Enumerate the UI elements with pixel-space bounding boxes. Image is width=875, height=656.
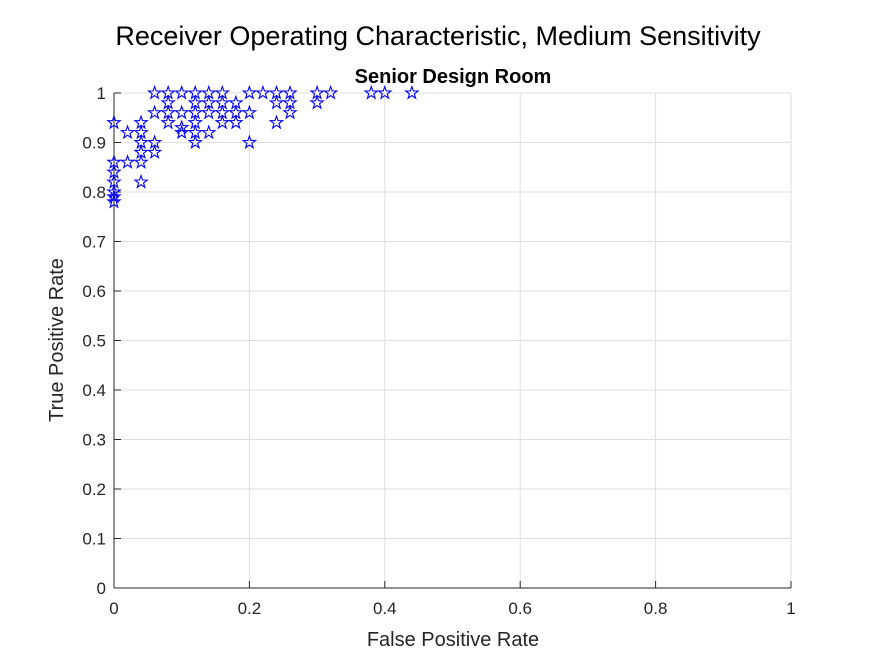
- data-point-marker: [146, 84, 163, 100]
- data-point-marker: [201, 124, 217, 140]
- data-point-marker: [404, 84, 420, 100]
- y-tick-label: 0.6: [82, 282, 106, 301]
- data-point-marker: [322, 84, 339, 100]
- x-tick-label: 0.8: [644, 599, 668, 618]
- y-tick-label: 0.4: [82, 381, 106, 400]
- y-tick-label: 0.8: [82, 183, 106, 202]
- figure-title: Receiver Operating Characteristic, Mediu…: [115, 21, 761, 51]
- data-point-marker: [268, 94, 285, 110]
- data-point-marker: [214, 114, 231, 130]
- x-tick-label: 0.2: [238, 599, 262, 618]
- x-axis-label: False Positive Rate: [367, 629, 539, 651]
- data-point-marker: [119, 124, 136, 140]
- data-point-marker: [106, 114, 122, 130]
- data-point-marker: [282, 104, 298, 120]
- x-tick-label: 0: [109, 599, 118, 618]
- data-point-marker: [228, 114, 244, 130]
- y-tick-label: 0.3: [82, 431, 106, 450]
- y-tick-label: 0.5: [82, 332, 106, 351]
- y-axis-label: True Positive Rate: [46, 258, 68, 422]
- data-point-marker: [241, 104, 258, 120]
- data-point-marker: [173, 84, 190, 100]
- y-tick-label: 0.2: [82, 480, 106, 499]
- y-tick-label: 0.7: [82, 233, 106, 252]
- data-point-marker: [201, 104, 217, 120]
- data-point-marker: [133, 173, 149, 189]
- plot-area: 0 0.2 0.4 0.6 0.8 1 0 0.1 0.2 0.3 0.4 0.5 0.6 0.7 0.8 0…: [82, 84, 795, 618]
- x-tick-label: 1: [786, 599, 795, 618]
- data-point-marker: [106, 188, 122, 204]
- data-point-marker: [146, 144, 163, 160]
- y-tick-label: 0: [97, 579, 106, 598]
- data-point-marker: [241, 134, 258, 150]
- data-point-marker: [268, 114, 285, 130]
- y-tick-label: 0.9: [82, 134, 106, 153]
- data-point-marker: [119, 154, 136, 169]
- data-point-marker: [363, 84, 380, 100]
- data-point-marker: [160, 114, 176, 130]
- data-point-marker: [173, 104, 190, 120]
- x-tick-label: 0.4: [373, 599, 397, 618]
- data-point-marker: [377, 84, 393, 100]
- data-point-marker: [146, 104, 163, 120]
- data-point-marker: [255, 84, 271, 100]
- data-point-marker: [173, 124, 190, 140]
- data-point-marker: [309, 94, 325, 110]
- y-tick-label: 0.1: [82, 530, 106, 549]
- data-point-marker: [173, 119, 190, 135]
- data-point-marker: [241, 84, 258, 100]
- axes-title: Senior Design Room: [355, 66, 552, 88]
- data-point-marker: [106, 193, 122, 209]
- x-tick-label: 0.6: [508, 599, 532, 618]
- data-point-marker: [133, 154, 149, 169]
- data-point-marker: [187, 134, 204, 150]
- y-tick-label: 1: [97, 84, 106, 103]
